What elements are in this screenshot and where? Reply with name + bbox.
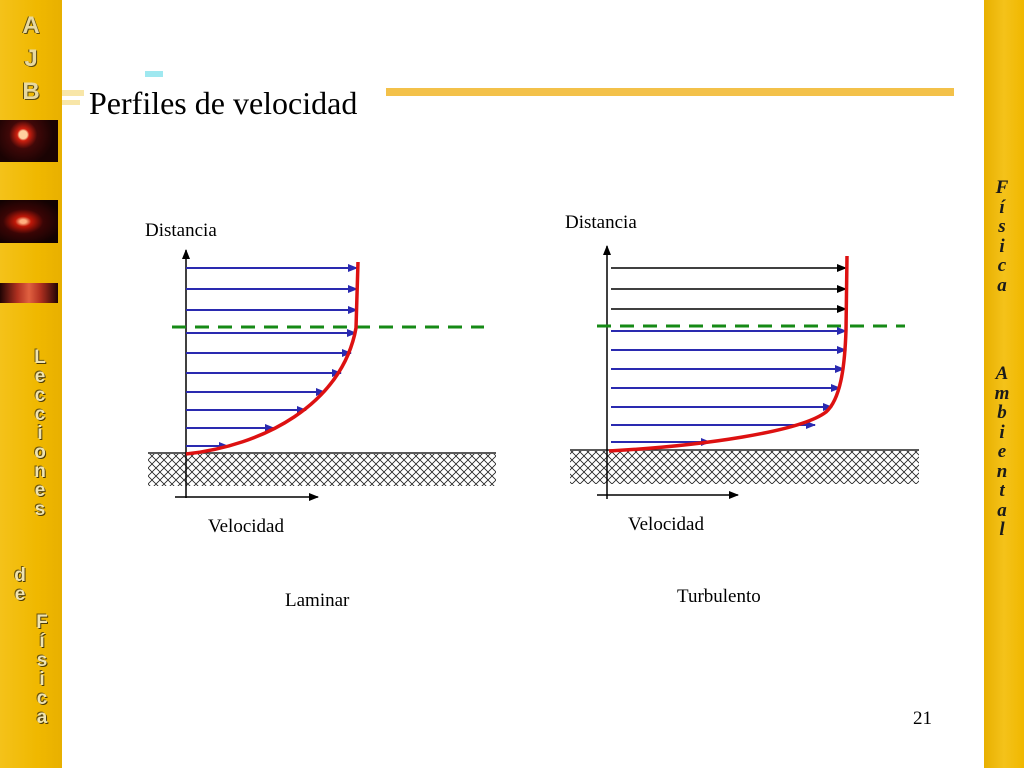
right-sidebar-text-fisica: F í s i c a (995, 177, 1009, 296)
laminar-diagram: Distancia Velocidad Laminar (145, 220, 496, 611)
turbulento-ground-hatch (570, 451, 919, 484)
logo-ajb: A J B (22, 12, 40, 105)
right-sidebar (984, 0, 1024, 768)
laminar-velocity-arrows (186, 264, 358, 450)
title-accent-cyan (145, 71, 163, 77)
turbulento-velocity-arrows (611, 327, 847, 446)
sidebar-text-lecciones: L e c c i o n e s (34, 347, 46, 520)
turbulento-outer-arrows (611, 264, 847, 313)
page-number: 21 (913, 708, 932, 729)
page-title: Perfiles de velocidad (89, 85, 358, 121)
turbulento-caption: Turbulento (677, 586, 761, 607)
sidebar-photo-1 (0, 120, 58, 162)
laminar-velocity-profile-curve (185, 261, 360, 456)
turbulento-velocity-profile-curve (608, 255, 849, 453)
turbulento-diagram: Distancia Velocidad Turbulento (565, 212, 919, 607)
laminar-caption: Laminar (285, 590, 350, 611)
sidebar-text-fisica: F í s i c a (36, 612, 48, 728)
title-accent-left (62, 90, 84, 96)
laminar-y-axis-label: Distancia (145, 220, 217, 241)
laminar-x-axis-label: Velocidad (208, 516, 284, 537)
turbulento-y-axis-label: Distancia (565, 212, 637, 233)
right-sidebar-text-ambiental: A m b i e n t a l (994, 363, 1010, 540)
sidebar-photo-2 (0, 200, 58, 243)
laminar-ground-hatch (148, 454, 496, 486)
turbulento-x-axis-label: Velocidad (628, 514, 704, 535)
title-underline-bar (386, 88, 954, 96)
title-accent-left-2 (62, 100, 80, 105)
sidebar-photo-3 (0, 283, 58, 303)
sidebar-text-de: d e (14, 565, 26, 605)
